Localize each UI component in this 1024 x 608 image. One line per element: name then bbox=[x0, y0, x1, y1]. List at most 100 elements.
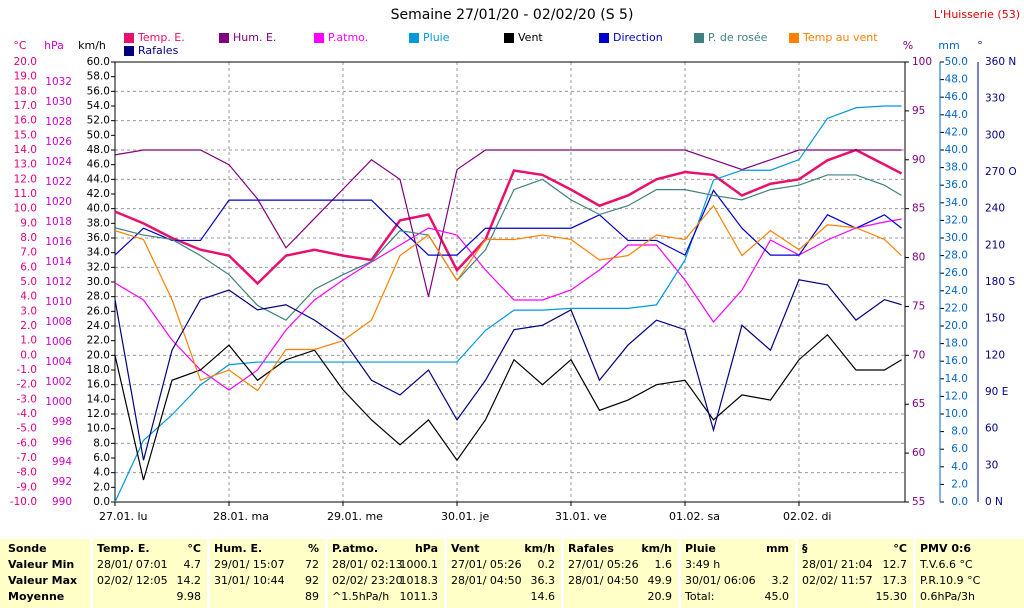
y-tick-label: 26.0 bbox=[87, 305, 110, 317]
y-tick-label: 1012 bbox=[45, 276, 72, 288]
cell-text: Rafales bbox=[568, 542, 614, 555]
legend-swatch bbox=[124, 33, 134, 43]
series-line bbox=[114, 174, 902, 321]
legend-swatch bbox=[504, 33, 514, 43]
y-tick-label: 16.0 bbox=[87, 379, 110, 391]
y-tick-label: 240 bbox=[985, 203, 1005, 215]
table-column: Pluie mm 3:49 h 30/01/ 06:06 3.2 Total: 45.0 bbox=[678, 539, 795, 608]
y-tick-label: 60 bbox=[985, 423, 998, 435]
x-tick-label: 30.01. je bbox=[441, 510, 490, 523]
y-tick-label: 120 bbox=[985, 349, 1005, 361]
y-tick-label: 8.0 bbox=[20, 232, 37, 244]
y-tick-label: 3.0 bbox=[20, 305, 37, 317]
y-tick-label: 180 S bbox=[985, 276, 1015, 288]
cell-text: 28/01/ 04:50 bbox=[451, 574, 522, 587]
cell-value: 0.2 bbox=[537, 558, 556, 571]
y-tick-label: 4.0 bbox=[951, 461, 968, 473]
cell-text: T.V.6.6 °C bbox=[920, 558, 973, 571]
axis-unit: ° bbox=[977, 39, 983, 52]
y-tick-label: -7.0 bbox=[17, 452, 38, 464]
y-tick-label: 48.0 bbox=[87, 144, 110, 156]
y-tick-label: 6.0 bbox=[20, 261, 37, 273]
y-tick-label: 52.0 bbox=[87, 115, 110, 127]
y-tick-label: 50.0 bbox=[87, 129, 110, 141]
y-tick-label: 4.0 bbox=[20, 291, 37, 303]
row-label: Sonde bbox=[8, 542, 47, 555]
cell-value: km/h bbox=[524, 542, 555, 555]
y-tick-label: 1004 bbox=[45, 356, 72, 368]
y-tick-label: 100 bbox=[912, 56, 932, 68]
cell-text: 31/01/ 10:44 bbox=[214, 574, 285, 587]
y-tick-label: 28.0 bbox=[945, 250, 968, 262]
axis-unit: km/h bbox=[78, 39, 106, 52]
cell-value: 3.2 bbox=[771, 574, 790, 587]
y-tick-label: 11.0 bbox=[14, 188, 37, 200]
series-line bbox=[114, 333, 902, 481]
cell-value: 49.9 bbox=[647, 574, 673, 587]
y-tick-label: 2.0 bbox=[951, 478, 968, 490]
cell-text: Pluie bbox=[685, 542, 716, 555]
y-tick-label: 90 E bbox=[985, 386, 1008, 398]
cell-value: % bbox=[307, 542, 319, 555]
y-tick-label: 14.0 bbox=[945, 373, 968, 385]
y-tick-label: 28.0 bbox=[87, 291, 110, 303]
axis-unit: % bbox=[903, 39, 913, 52]
y-tick-label: 20.0 bbox=[945, 320, 968, 332]
y-tick-label: 40.0 bbox=[87, 203, 110, 215]
y-tick-label: -10.0 bbox=[10, 496, 37, 508]
y-tick-label: 9.0 bbox=[20, 217, 37, 229]
cell-text: 30/01/ 06:06 bbox=[685, 574, 756, 587]
cell-text: 02/02/ 23:20 bbox=[332, 574, 403, 587]
y-tick-label: 7.0 bbox=[20, 247, 37, 259]
y-tick-label: 24.0 bbox=[945, 285, 968, 297]
cell-text: 28/01/ 04:50 bbox=[568, 574, 639, 587]
y-tick-label: 360 N bbox=[985, 56, 1016, 68]
y-tick-label: 32.0 bbox=[87, 261, 110, 273]
y-tick-label: 2.0 bbox=[20, 320, 37, 332]
cell-text: 28/01/ 21:04 bbox=[802, 558, 873, 571]
cell-text: PMV 0:6 bbox=[920, 542, 972, 555]
cell-text: 02/02/ 11:57 bbox=[802, 574, 873, 587]
y-tick-label: 48.0 bbox=[945, 74, 968, 86]
y-tick-label: 18.0 bbox=[14, 85, 37, 97]
y-tick-label: 12.0 bbox=[945, 390, 968, 402]
y-tick-label: 36.0 bbox=[945, 179, 968, 191]
series-line bbox=[114, 279, 902, 461]
y-tick-label: 15.0 bbox=[14, 129, 37, 141]
y-tick-label: 210 bbox=[985, 239, 1005, 251]
legend-label: Pluie bbox=[423, 31, 450, 44]
y-tick-label: 8.0 bbox=[951, 426, 968, 438]
y-tick-label: 22.0 bbox=[87, 335, 110, 347]
y-tick-label: 10.0 bbox=[87, 423, 110, 435]
y-tick-label: 80 bbox=[912, 252, 925, 264]
y-tick-label: 46.0 bbox=[87, 159, 110, 171]
y-tick-label: 42.0 bbox=[87, 188, 110, 200]
cell-value: 14.6 bbox=[530, 590, 556, 603]
y-tick-label: 994 bbox=[52, 456, 72, 468]
cell-text: 27/01/ 05:26 bbox=[451, 558, 522, 571]
y-tick-label: 55 bbox=[912, 496, 925, 508]
y-tick-label: 34.0 bbox=[87, 247, 110, 259]
y-tick-label: 65 bbox=[912, 398, 925, 410]
cell-text: Total: bbox=[685, 590, 715, 603]
y-tick-label: 32.0 bbox=[945, 214, 968, 226]
legend-swatch bbox=[314, 33, 324, 43]
legend-swatch bbox=[694, 33, 704, 43]
y-tick-label: 10.0 bbox=[14, 203, 37, 215]
series-line bbox=[114, 204, 902, 392]
cell-value: 72 bbox=[305, 558, 319, 571]
legend-swatch bbox=[599, 33, 609, 43]
row-label: Valeur Max bbox=[8, 574, 78, 587]
y-tick-label: 150 bbox=[985, 313, 1005, 325]
y-tick-label: 46.0 bbox=[945, 91, 968, 103]
y-tick-label: 95 bbox=[912, 105, 925, 117]
y-tick-label: -6.0 bbox=[17, 437, 38, 449]
y-tick-label: 0.0 bbox=[93, 496, 110, 508]
legend-swatch bbox=[124, 46, 134, 56]
y-tick-label: 1026 bbox=[45, 136, 72, 148]
legend-swatch bbox=[789, 33, 799, 43]
cell-value: 1000.1 bbox=[399, 558, 439, 571]
y-tick-label: 16.0 bbox=[14, 115, 37, 127]
y-tick-label: 5.0 bbox=[20, 276, 37, 288]
